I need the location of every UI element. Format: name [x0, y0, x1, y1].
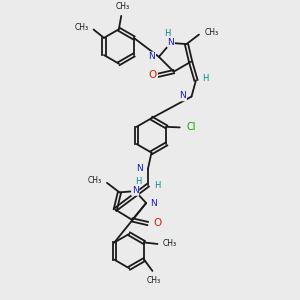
Text: N: N — [148, 52, 155, 61]
Text: H: H — [136, 177, 142, 186]
Text: Cl: Cl — [186, 122, 196, 132]
Text: N: N — [167, 38, 174, 47]
Text: N: N — [150, 199, 157, 208]
Text: H: H — [164, 28, 170, 38]
Text: CH₃: CH₃ — [88, 176, 102, 185]
Text: H: H — [154, 181, 161, 190]
Text: O: O — [153, 218, 161, 229]
Text: N: N — [132, 186, 139, 195]
Text: CH₃: CH₃ — [204, 28, 218, 37]
Text: O: O — [149, 70, 157, 80]
Text: CH₃: CH₃ — [116, 2, 130, 10]
Text: H: H — [202, 74, 209, 83]
Text: CH₃: CH₃ — [74, 23, 88, 32]
Text: N: N — [136, 164, 142, 173]
Text: N: N — [179, 92, 186, 100]
Text: CH₃: CH₃ — [147, 276, 161, 285]
Text: CH₃: CH₃ — [163, 239, 177, 248]
